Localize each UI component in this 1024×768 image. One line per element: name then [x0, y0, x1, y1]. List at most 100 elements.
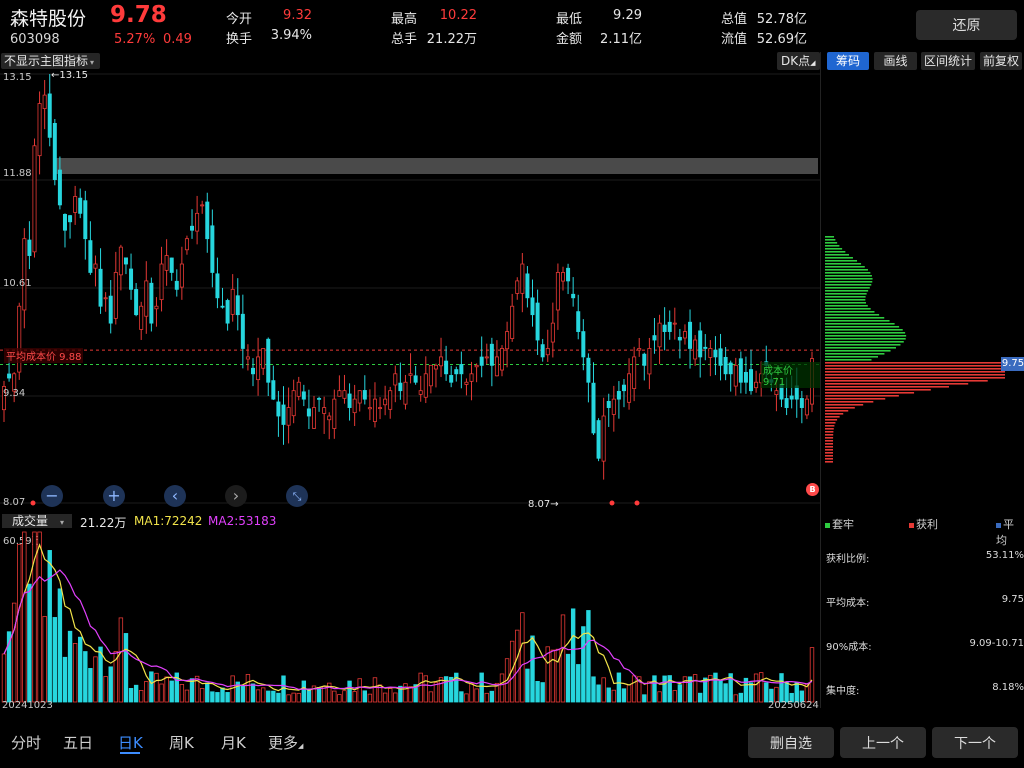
- volume-bar: [398, 685, 403, 703]
- candle-body: [525, 273, 530, 299]
- stock-header: 森特股份 9.78 603098 5.27% 0.49 今开 9.32 换手 3…: [0, 0, 1024, 50]
- scroll-left-button[interactable]: ‹: [164, 485, 186, 507]
- kline-chart[interactable]: 不显示主图指标 ▾ DK点◢ 13.15 11.88 10.61 9.34 8.0…: [0, 52, 820, 510]
- tool-range-stats[interactable]: 区间统计: [921, 52, 975, 70]
- chip-bar: [825, 413, 844, 415]
- volume-bar: [403, 683, 408, 703]
- candle-body: [530, 297, 535, 316]
- volume-bar: [667, 675, 672, 703]
- volume-bar: [301, 680, 307, 703]
- chip-bar: [825, 350, 891, 352]
- volume-bar: [733, 694, 738, 703]
- volume-indicator-select[interactable]: 成交量 ▾: [2, 514, 72, 528]
- volume-bar: [316, 686, 322, 703]
- candle-body: [256, 356, 261, 381]
- candle-body: [571, 293, 576, 299]
- signal-dot: [30, 500, 36, 506]
- candle-body: [332, 398, 337, 429]
- resistance-band: [54, 158, 818, 174]
- stat-volume: 总手 21.22万: [391, 32, 477, 47]
- tab-intraday[interactable]: 分时: [11, 734, 42, 752]
- previous-stock-button[interactable]: 上一个: [840, 727, 926, 758]
- volume-bar: [154, 672, 159, 703]
- candle-body: [540, 344, 545, 358]
- volume-bar: [347, 680, 352, 703]
- candle-body: [743, 371, 748, 383]
- chip-bar: [825, 314, 880, 316]
- volume-bar: [438, 677, 444, 703]
- tab-five-day[interactable]: 五日: [63, 734, 94, 752]
- tab-weekly-k[interactable]: 周K: [169, 734, 194, 752]
- volume-bar: [723, 683, 728, 703]
- tab-daily-k[interactable]: 日K: [118, 734, 143, 752]
- volume-bar: [703, 677, 708, 703]
- zoom-out-button[interactable]: −: [41, 485, 63, 507]
- chip-bar: [825, 395, 899, 397]
- chip-bar: [825, 242, 838, 244]
- chip-bar: [825, 239, 836, 241]
- volume-bar: [408, 686, 413, 703]
- volume-bar: [728, 673, 733, 703]
- scroll-right-button[interactable]: ›: [225, 485, 247, 507]
- chip-bar: [825, 455, 834, 457]
- chip-bar: [825, 440, 834, 442]
- candle-body: [139, 305, 144, 330]
- volume-bar: [342, 690, 347, 703]
- chip-bar: [825, 356, 878, 358]
- tool-draw-line[interactable]: 画线: [874, 52, 917, 70]
- candle-body: [12, 373, 17, 392]
- volume-bar: [708, 674, 713, 703]
- volume-bar: [362, 690, 368, 703]
- volume-bar: [581, 626, 586, 703]
- volume-bar: [738, 692, 744, 703]
- tool-chips[interactable]: 筹码: [827, 52, 869, 70]
- fit-view-button[interactable]: ⤡: [286, 485, 308, 507]
- restore-button[interactable]: 还原: [916, 10, 1017, 40]
- volume-bar: [448, 676, 454, 703]
- dk-point-button[interactable]: DK点◢: [777, 52, 820, 70]
- volume-bar: [189, 678, 195, 703]
- stat-market-cap: 总值 52.78亿: [721, 12, 807, 27]
- candle-body: [418, 390, 423, 395]
- volume-bar: [174, 672, 179, 703]
- dropdown-arrow-icon: ▾: [60, 518, 65, 527]
- candle-body: [403, 381, 408, 405]
- candle-body: [489, 343, 494, 366]
- tab-more[interactable]: 更多◢: [268, 734, 304, 752]
- stat-open: 今开 9.32: [226, 8, 312, 27]
- volume-chart[interactable]: 成交量▾ 21.22万 MA1:72242 MA2:53183 60.59万 2…: [0, 512, 820, 711]
- volume-bar: [17, 543, 22, 703]
- volume-bar: [698, 692, 703, 703]
- buy-signal-badge[interactable]: B: [806, 483, 819, 496]
- candle-body: [774, 390, 779, 396]
- volume-bar: [433, 682, 439, 703]
- tab-monthly-k[interactable]: 月K: [221, 734, 246, 752]
- bottom-nav: 分时 五日 日K 周K 月K 更多◢ 删自选 上一个 下一个: [0, 716, 1024, 768]
- candle-body: [37, 103, 42, 157]
- kline-canvas[interactable]: [0, 52, 820, 510]
- volume-bar: [27, 583, 32, 703]
- volume-bar: [286, 694, 291, 703]
- volume-ma2: MA2:53183: [208, 514, 277, 528]
- remove-watchlist-button[interactable]: 删自选: [748, 727, 834, 758]
- volume-bar: [72, 643, 78, 703]
- candle-body: [306, 408, 311, 417]
- volume-bar: [255, 689, 261, 703]
- volume-bar: [332, 690, 337, 703]
- tool-forward-adjust[interactable]: 前复权: [980, 52, 1022, 70]
- candle-body: [230, 288, 235, 315]
- high-marker: ←13.15: [51, 70, 89, 81]
- corner-triangle-icon: ◢: [298, 742, 304, 750]
- chip-bar: [825, 428, 834, 430]
- volume-bar: [454, 672, 459, 703]
- volume-bar: [250, 683, 256, 703]
- chip-bar: [825, 437, 834, 439]
- zoom-in-button[interactable]: +: [103, 485, 125, 507]
- volume-bar: [78, 636, 83, 703]
- volume-bar: [62, 656, 68, 703]
- main-indicator-select[interactable]: 不显示主图指标 ▾: [1, 53, 101, 69]
- candle-body: [576, 311, 581, 332]
- candle-body: [93, 263, 98, 269]
- volume-bar: [98, 646, 103, 703]
- next-stock-button[interactable]: 下一个: [932, 727, 1018, 758]
